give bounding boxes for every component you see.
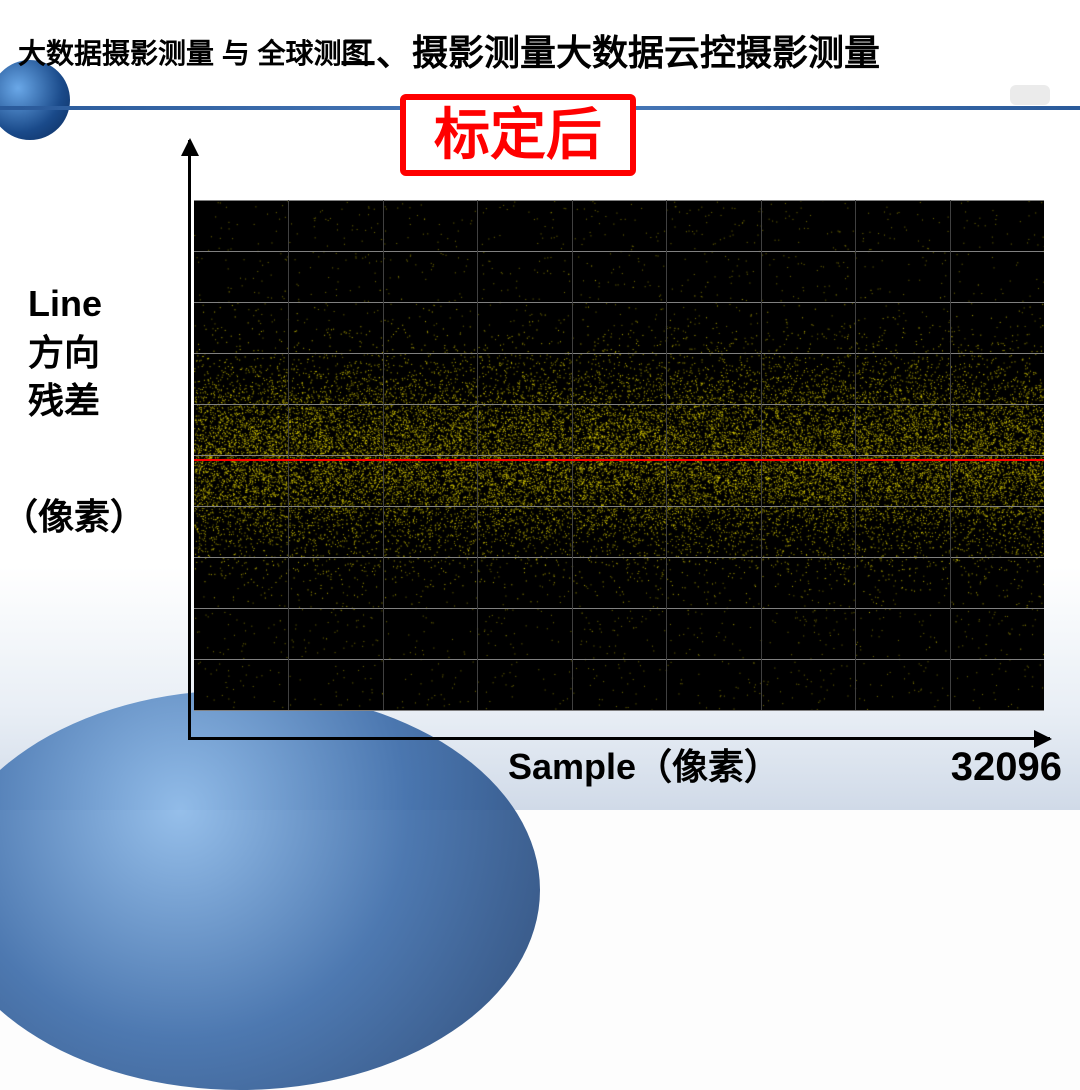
y-axis bbox=[188, 140, 191, 740]
y-axis-arrow-icon bbox=[181, 138, 199, 156]
x-axis-max: 32096 bbox=[951, 745, 1062, 790]
x-axis bbox=[188, 737, 1050, 740]
x-axis-arrow-icon bbox=[1034, 730, 1052, 748]
y-axis-unit: （像素） bbox=[2, 488, 146, 540]
chart-container bbox=[188, 140, 1050, 748]
y-axis-label: Line 方向 残差 bbox=[28, 280, 102, 426]
ylabel-line2: 方向 bbox=[28, 329, 102, 378]
header-right-text: 二、摄影测量大数据云控摄影测量 bbox=[340, 24, 880, 76]
trend-line bbox=[194, 459, 1044, 461]
drone-decoration bbox=[990, 60, 1070, 120]
ylabel-line1: Line bbox=[28, 280, 102, 329]
gridlines bbox=[194, 200, 1044, 710]
scatter-plot bbox=[194, 200, 1044, 710]
header-left-text: 大数据摄影测量 与 全球测图 bbox=[18, 32, 370, 72]
ylabel-line3: 残差 bbox=[28, 377, 102, 426]
